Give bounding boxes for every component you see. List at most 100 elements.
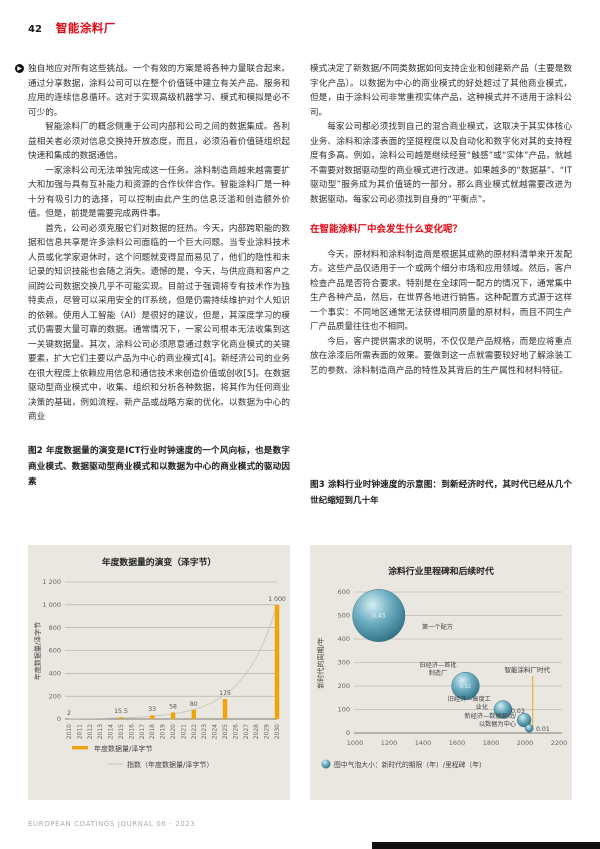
bar-value-label: 58: [169, 703, 177, 710]
svg-text:1400: 1400: [415, 739, 432, 747]
svg-text:2029: 2029: [264, 724, 271, 739]
svg-text:1200: 1200: [381, 739, 398, 747]
legend-label: 指数（年度数据量/泽字节）: [127, 760, 213, 769]
svg-text:200: 200: [338, 682, 350, 690]
y-axis-label: 新时代的周期/年: [316, 637, 325, 688]
journal-footer: EUROPEAN COATINGS JOURNAL 06 - 2023: [28, 820, 196, 828]
bubble-series: 0.43 0.12: [352, 589, 534, 733]
svg-text:业化: 业化: [476, 703, 488, 711]
svg-text:2019: 2019: [160, 724, 167, 739]
svg-text:2018: 2018: [149, 724, 156, 739]
bar-value-label: 2: [67, 710, 71, 717]
chart-title: 年度数据量的演变（泽字节）: [102, 556, 216, 568]
paragraph: ▶ 独自地应对所有这些挑战。一个有效的方案是将各种力量联合起来。通过分享数据，涂料…: [15, 62, 290, 120]
bubble-value-label: 0.03: [511, 708, 525, 715]
era-line-label: 智能涂料厂时代: [505, 665, 551, 674]
bubble-value-label: 0.12: [460, 684, 471, 690]
paragraph: 模式决定了新数据/不同类数据如何支持企业和创建新产品（主要是数字化产品）。以数据…: [310, 64, 572, 118]
bubble-size-legend: 图中气泡大小：新时代的期限（年）/里程碑（年）: [321, 759, 486, 769]
y-axis-label: 年度数据量/泽字节: [33, 622, 42, 680]
paragraph: 今后，客户提供需求的说明，不仅仅是产品规格，而是应将重点放在涂漆后所需表面的效果…: [310, 336, 572, 376]
svg-text:2016: 2016: [128, 724, 135, 739]
svg-text:制造厂: 制造厂: [429, 669, 448, 677]
section-title: 智能涂料厂: [55, 21, 116, 35]
svg-text:2021: 2021: [180, 724, 187, 739]
svg-text:1 000: 1 000: [42, 601, 61, 609]
svg-text:2017: 2017: [139, 724, 146, 739]
paragraph: 智能涂料厂的概念侧重于公司内部和公司之间的数据集成。各利益相关者必须对信息交换持…: [28, 122, 290, 161]
svg-text:旧经济—高度工: 旧经济—高度工: [448, 695, 491, 703]
svg-text:2020: 2020: [170, 724, 177, 739]
svg-text:2012: 2012: [87, 724, 94, 739]
svg-text:旧经济—首批: 旧经济—首批: [419, 661, 456, 669]
bar-value-label: 33: [148, 706, 156, 713]
svg-text:800: 800: [49, 624, 61, 632]
svg-text:2028: 2028: [253, 724, 260, 739]
svg-text:300: 300: [338, 659, 350, 667]
legend-label: 年度数据量/泽字节: [94, 744, 152, 753]
left-column: ▶ 独自地应对所有这些挑战。一个有效的方案是将各种力量联合起来。通过分享数据，涂料…: [15, 62, 290, 425]
bar: [150, 715, 155, 719]
svg-text:2026: 2026: [232, 724, 239, 739]
svg-text:2023: 2023: [201, 724, 208, 739]
svg-text:以数据为中心: 以数据为中心: [479, 720, 516, 728]
arrow-bullet-icon: ▶: [15, 64, 24, 73]
bar: [170, 712, 176, 719]
svg-text:0: 0: [57, 715, 61, 723]
paragraph-text: 独自地应对所有这些挑战。一个有效的方案是将各种力量联合起来。通过分享数据，涂料公…: [28, 64, 290, 118]
bar: [274, 604, 280, 719]
figure2-caption: 图2 年度数据量的演变是ICT行业时钟速度的一个风向标，也是数字商业模式、数据驱…: [28, 446, 290, 487]
svg-text:100: 100: [338, 706, 350, 714]
figure3-caption: 图3 涂料行业时钟速度的示意图：到新经济时代，其时代已经从几个世纪缩短到几十年: [310, 480, 572, 506]
paragraph: 首先，公司必须克服它们对数据的狂热。今天，内部跨职能的数据和信息共享是许多涂料公…: [28, 223, 290, 423]
bubble: [451, 671, 480, 701]
svg-text:2015: 2015: [118, 724, 125, 739]
svg-text:图中气泡大小：新时代的期限（年）/里程碑（年）: 图中气泡大小：新时代的期限（年）/里程碑（年）: [334, 760, 486, 769]
bar: [191, 709, 196, 719]
bubble: [493, 700, 513, 719]
legend-bubble-icon: [321, 759, 331, 769]
paragraph: 今天，原材料和涂料制造商是根据其成熟的原材料清单来开发配方。这些产品仅适用于一个…: [310, 249, 572, 333]
figure3-chart-panel: 涂料行业里程碑和后续时代 新时代的周期/年 0 100 200 300 400 500 600 1…: [310, 545, 572, 800]
svg-text:200: 200: [49, 692, 61, 700]
x-axis-labels: 2010 2011 2012 2013 2014 2015 2016 2017 2018 2019…: [66, 724, 281, 739]
svg-text:新经济—数据驱动/: 新经济—数据驱动/: [464, 712, 516, 720]
bubble-value-label: 0.01: [536, 726, 550, 733]
exponential-trend-line: [68, 604, 278, 720]
svg-text:2025: 2025: [222, 724, 229, 739]
svg-text:第一个配方: 第一个配方: [422, 623, 453, 631]
chart-title: 涂料行业里程碑和后续时代: [388, 565, 494, 577]
svg-text:600: 600: [338, 588, 350, 596]
paragraph: 一家涂料公司无法单独完成这一任务。涂料制造商越来越需要扩大和加强与具有互补能力和…: [28, 165, 290, 220]
svg-text:400: 400: [49, 670, 61, 678]
svg-text:2011: 2011: [76, 724, 83, 739]
paragraph: 每家公司都必须找到自己的混合商业模式，这取决于其实体核心业务、涂料和涂漆表面的坚…: [310, 122, 572, 205]
figure2-chart-panel: 年度数据量的演变（泽字节） 年度数据量/泽字节 1 200 1 000 800 600 40…: [28, 545, 290, 800]
bar-value-label: 80: [190, 701, 198, 708]
svg-text:2022: 2022: [191, 724, 198, 739]
bubble: [352, 589, 406, 642]
bottom-black-bar: [372, 842, 600, 849]
svg-text:2200: 2200: [551, 739, 568, 747]
bubble: [517, 712, 532, 728]
svg-text:1600: 1600: [449, 739, 466, 747]
svg-text:600: 600: [49, 647, 61, 655]
grid: 1 200 1 000 800 600 400 200 0: [42, 578, 277, 723]
svg-text:2010: 2010: [66, 724, 73, 739]
svg-text:0: 0: [346, 729, 350, 737]
svg-text:2000: 2000: [517, 739, 534, 747]
svg-text:2024: 2024: [212, 724, 219, 739]
svg-text:400: 400: [338, 635, 350, 643]
svg-text:2030: 2030: [274, 724, 281, 739]
svg-text:2013: 2013: [97, 724, 104, 739]
page-header: 42 智能涂料厂: [28, 20, 116, 36]
x-axis-labels: 1000 1200 1400 1600 1800 2000 2200: [347, 739, 568, 747]
svg-text:1800: 1800: [483, 739, 500, 747]
svg-text:2014: 2014: [108, 724, 115, 739]
legend-bar-swatch: [72, 746, 88, 750]
section-heading: 在智能涂料厂中会发生什么变化呢？: [310, 224, 463, 235]
svg-text:1000: 1000: [347, 739, 364, 747]
